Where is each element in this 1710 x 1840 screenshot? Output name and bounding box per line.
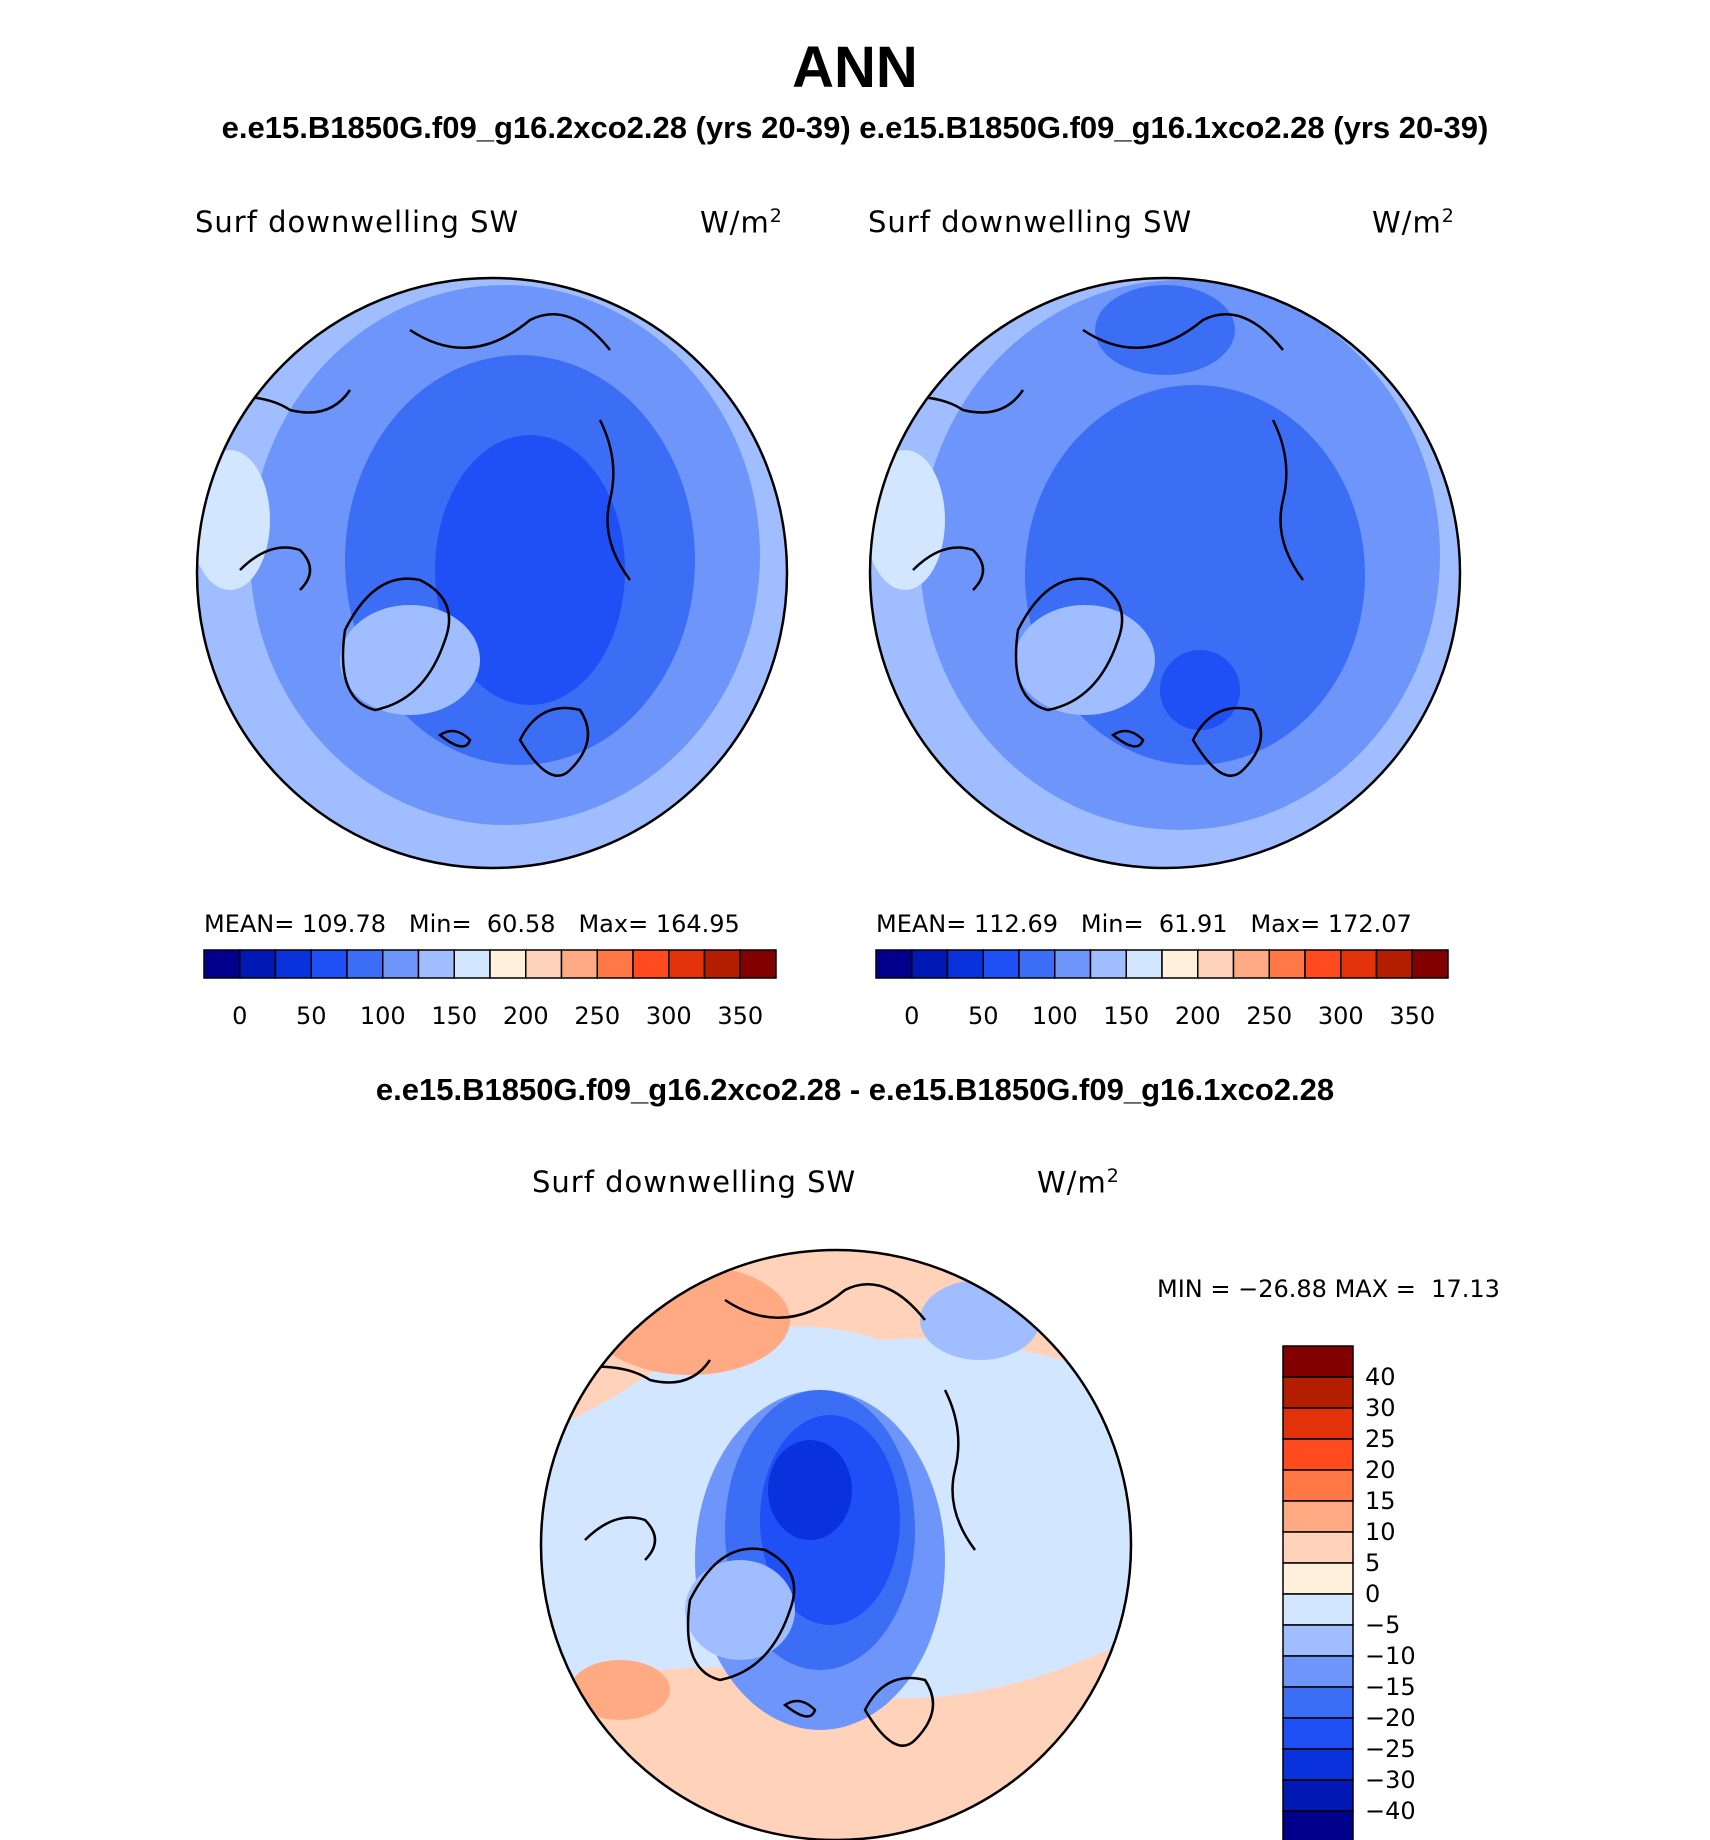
colorbar-box bbox=[1232, 949, 1270, 979]
colorbar-box bbox=[1282, 1562, 1354, 1595]
colorbar-tick-label: −5 bbox=[1365, 1611, 1400, 1639]
colorbar-box bbox=[1304, 949, 1342, 979]
colorbar-tick-label: −40 bbox=[1365, 1797, 1416, 1825]
colorbar-tick-label: 50 bbox=[968, 1002, 999, 1030]
colorbar-box bbox=[274, 949, 312, 979]
colorbar-box bbox=[203, 949, 241, 979]
colorbar-box bbox=[1282, 1345, 1354, 1378]
colorbar-tick-label: 150 bbox=[431, 1002, 477, 1030]
main-title: ANN bbox=[792, 35, 918, 100]
colorbar-box bbox=[1282, 1531, 1354, 1564]
colorbar-box bbox=[346, 949, 384, 979]
colorbar-box bbox=[875, 949, 913, 979]
colorbar-tick-label: −15 bbox=[1365, 1673, 1416, 1701]
colorbar-box bbox=[1282, 1686, 1354, 1719]
colorbar-tick-label: 300 bbox=[1318, 1002, 1364, 1030]
colorbar-box bbox=[489, 949, 527, 979]
colorbar-tick-label: −10 bbox=[1365, 1642, 1416, 1670]
panel3-colorbar: 40 30 25 20 15 10 5 0 −5 −10 −15 −20 −25 −30 −40 bbox=[1282, 1345, 1416, 1840]
colorbar-box bbox=[1375, 949, 1413, 979]
panel3-variable-title: Surf downwelling SW bbox=[532, 1165, 857, 1199]
panel1-variable-title: Surf downwelling SW bbox=[195, 205, 520, 239]
panel3-units: W/m2 bbox=[1037, 1165, 1120, 1200]
colorbar-tick-label: 0 bbox=[904, 1002, 919, 1030]
difference-title: e.e15.B1850G.f09_g16.2xco2.28 - e.e15.B1… bbox=[375, 1072, 1335, 1107]
panel3-map bbox=[541, 1250, 1131, 1840]
colorbar-box bbox=[1282, 1500, 1354, 1533]
colorbar-box bbox=[1282, 1593, 1354, 1626]
colorbar-box bbox=[560, 949, 598, 979]
panel2-colorbar: 0 50 100 150 200 250 300 350 bbox=[875, 949, 1449, 1030]
colorbar-box bbox=[1125, 949, 1163, 979]
colorbar-box bbox=[1282, 1407, 1354, 1440]
colorbar-box bbox=[417, 949, 455, 979]
colorbar-box bbox=[1282, 1748, 1354, 1781]
colorbar-box bbox=[1268, 949, 1306, 979]
colorbar-tick-label: 200 bbox=[1175, 1002, 1221, 1030]
colorbar-box bbox=[1018, 949, 1056, 979]
panel2-map bbox=[870, 278, 1460, 868]
panel1-units: W/m2 bbox=[700, 205, 783, 240]
colorbar-box bbox=[1054, 949, 1092, 979]
colorbar-box bbox=[239, 949, 277, 979]
colorbar-box bbox=[1282, 1810, 1354, 1840]
colorbar-tick-label: 0 bbox=[1365, 1580, 1380, 1608]
colorbar-tick-label: 0 bbox=[232, 1002, 247, 1030]
colorbar-box bbox=[703, 949, 741, 979]
panel2-variable-title: Surf downwelling SW bbox=[868, 205, 1193, 239]
colorbar-tick-label: 300 bbox=[646, 1002, 692, 1030]
colorbar-box bbox=[310, 949, 348, 979]
panel1-colorbar: 0 50 100 150 200 250 300 350 bbox=[203, 949, 777, 1030]
colorbar-box bbox=[739, 949, 777, 979]
colorbar-tick-label: 5 bbox=[1365, 1549, 1380, 1577]
colorbar-tick-label: 30 bbox=[1365, 1394, 1396, 1422]
colorbar-tick-label: −20 bbox=[1365, 1704, 1416, 1732]
panel1-map bbox=[197, 278, 787, 868]
panel2-units: W/m2 bbox=[1372, 205, 1455, 240]
colorbar-tick-label: 100 bbox=[360, 1002, 406, 1030]
colorbar-tick-label: 250 bbox=[574, 1002, 620, 1030]
colorbar-tick-label: −30 bbox=[1365, 1766, 1416, 1794]
colorbar-tick-label: 25 bbox=[1365, 1425, 1396, 1453]
colorbar-box bbox=[453, 949, 491, 979]
colorbar-box bbox=[382, 949, 420, 979]
colorbar-box bbox=[1197, 949, 1235, 979]
colorbar-box bbox=[946, 949, 984, 979]
colorbar-box bbox=[1089, 949, 1127, 979]
panel1-stats: MEAN= 109.78 Min= 60.58 Max= 164.95 bbox=[204, 910, 740, 938]
colorbar-box bbox=[1282, 1624, 1354, 1657]
colorbar-box bbox=[1282, 1779, 1354, 1812]
colorbar-box bbox=[596, 949, 634, 979]
colorbar-tick-label: 15 bbox=[1365, 1487, 1396, 1515]
colorbar-tick-label: 350 bbox=[717, 1002, 763, 1030]
colorbar-tick-label: 10 bbox=[1365, 1518, 1396, 1546]
colorbar-box bbox=[1161, 949, 1199, 979]
colorbar-box bbox=[982, 949, 1020, 979]
colorbar-tick-label: 100 bbox=[1032, 1002, 1078, 1030]
colorbar-tick-label: 150 bbox=[1103, 1002, 1149, 1030]
colorbar-box bbox=[1411, 949, 1449, 979]
colorbar-tick-label: 200 bbox=[503, 1002, 549, 1030]
colorbar-tick-label: −25 bbox=[1365, 1735, 1416, 1763]
colorbar-box bbox=[1282, 1376, 1354, 1409]
colorbar-box bbox=[1282, 1469, 1354, 1502]
colorbar-box bbox=[1340, 949, 1378, 979]
colorbar-box bbox=[668, 949, 706, 979]
colorbar-tick-label: 50 bbox=[296, 1002, 327, 1030]
colorbar-tick-label: 20 bbox=[1365, 1456, 1396, 1484]
panel3-stats: MIN = −26.88 MAX = 17.13 bbox=[1157, 1275, 1500, 1303]
case-titles: e.e15.B1850G.f09_g16.2xco2.28 (yrs 20-39… bbox=[221, 110, 1489, 145]
colorbar-tick-label: 40 bbox=[1365, 1363, 1396, 1391]
colorbar-tick-label: 350 bbox=[1389, 1002, 1435, 1030]
panel2-stats: MEAN= 112.69 Min= 61.91 Max= 172.07 bbox=[876, 910, 1412, 938]
colorbar-box bbox=[632, 949, 670, 979]
colorbar-tick-label: 250 bbox=[1246, 1002, 1292, 1030]
colorbar-box bbox=[911, 949, 949, 979]
colorbar-box bbox=[525, 949, 563, 979]
colorbar-box bbox=[1282, 1438, 1354, 1471]
colorbar-box bbox=[1282, 1717, 1354, 1750]
colorbar-box bbox=[1282, 1655, 1354, 1688]
